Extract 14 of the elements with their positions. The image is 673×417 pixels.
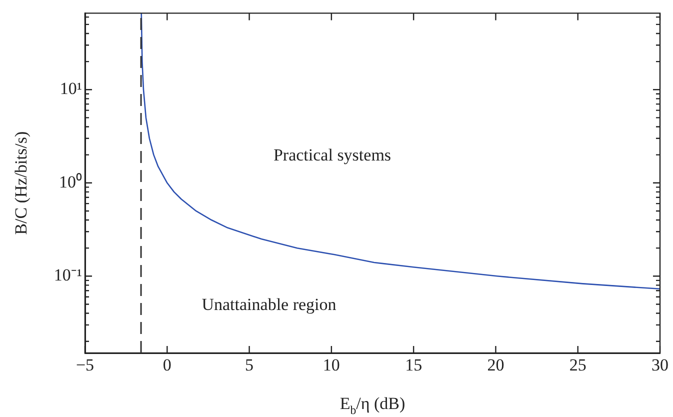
x-tick-label: 5 xyxy=(245,356,254,375)
x-tick-label: 30 xyxy=(652,356,668,375)
x-tick-label: 25 xyxy=(569,356,586,375)
y-tick-label: 10⁰ xyxy=(59,172,82,192)
x-tick-label: 0 xyxy=(162,356,172,375)
y-tick-label: 10¹ xyxy=(60,79,82,98)
y-axis-title: B/C (Hz/bits/s) xyxy=(11,131,30,235)
x-tick-label: −5 xyxy=(76,356,94,375)
x-tick-label: 20 xyxy=(487,356,504,375)
y-tick-label: 10⁻¹ xyxy=(54,266,82,285)
annotation: Unattainable region xyxy=(202,294,337,314)
x-tick-label: 15 xyxy=(405,356,422,375)
annotation: Practical systems xyxy=(273,145,392,164)
x-tick-label: 10 xyxy=(322,356,340,375)
